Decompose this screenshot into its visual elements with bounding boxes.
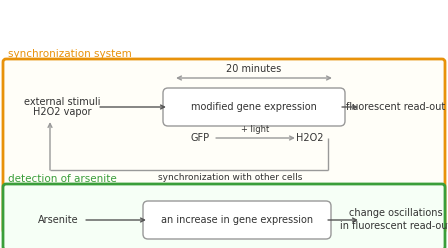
- Text: Arsenite: Arsenite: [38, 215, 78, 225]
- Text: an increase in gene expression: an increase in gene expression: [161, 215, 313, 225]
- Text: + light: + light: [241, 125, 269, 134]
- Text: change oscillations: change oscillations: [349, 208, 443, 218]
- FancyBboxPatch shape: [3, 59, 445, 233]
- Text: detection of arsenite: detection of arsenite: [8, 174, 117, 184]
- Text: synchronization system: synchronization system: [8, 49, 132, 59]
- Text: modified gene expression: modified gene expression: [191, 102, 317, 112]
- Text: external stimuli: external stimuli: [24, 97, 100, 107]
- FancyBboxPatch shape: [143, 201, 331, 239]
- Text: H2O2 vapor: H2O2 vapor: [33, 107, 91, 117]
- FancyBboxPatch shape: [163, 88, 345, 126]
- Text: H2O2: H2O2: [296, 133, 324, 143]
- Text: fluorescent read-out: fluorescent read-out: [346, 102, 446, 112]
- Text: GFP: GFP: [190, 133, 210, 143]
- Text: in fluorescent read-out: in fluorescent read-out: [340, 221, 448, 231]
- Text: synchronization with other cells: synchronization with other cells: [158, 174, 302, 183]
- Text: 20 minutes: 20 minutes: [226, 64, 282, 74]
- FancyBboxPatch shape: [3, 184, 445, 248]
